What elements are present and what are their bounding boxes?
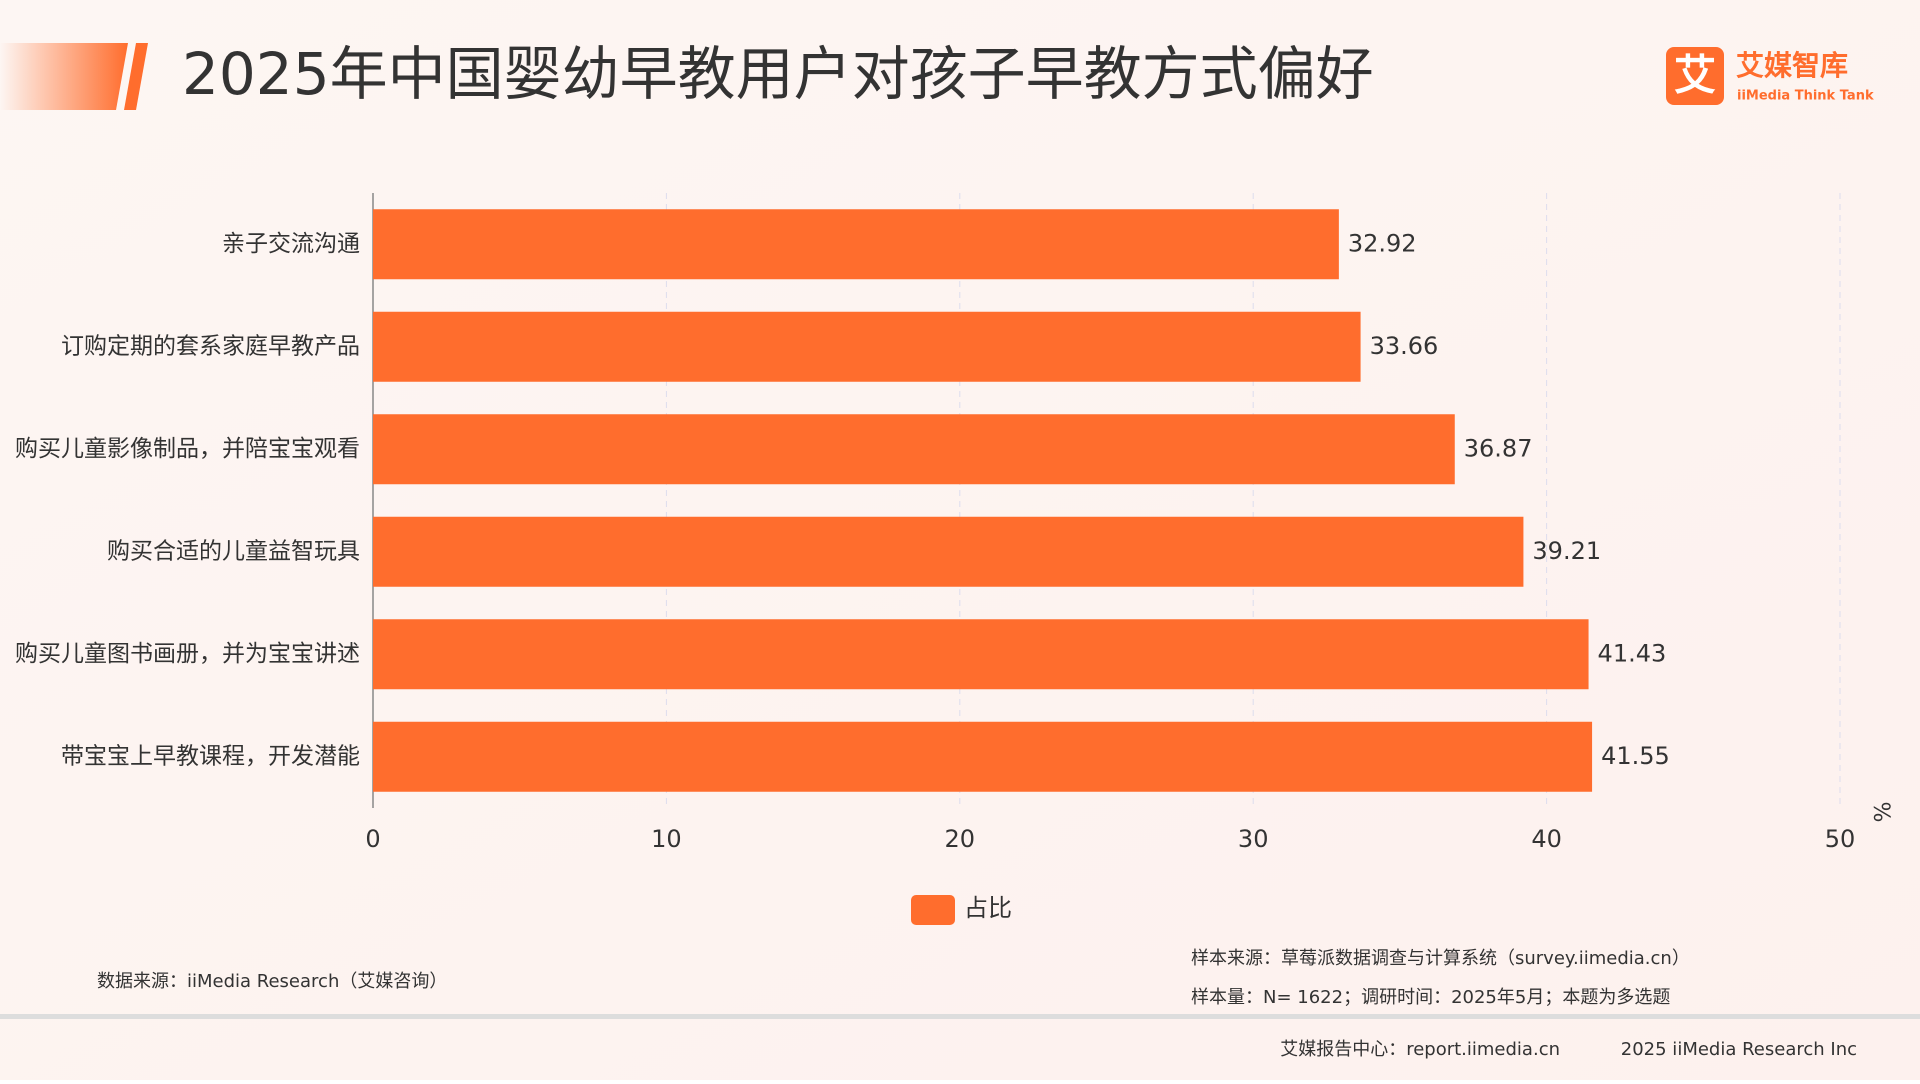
x-tick-label: 40 [1531,825,1562,853]
value-label: 41.43 [1598,639,1667,667]
y-tick-label: 购买合适的儿童益智玩具 [107,538,360,564]
bar [373,311,1361,382]
x-axis-label: % [1868,802,1893,823]
bar [373,414,1455,485]
sample-size: 样本量：N= 1622；调研时间：2025年5月；本题为多选题 [1191,987,1670,1008]
x-tick-label: 20 [945,825,976,853]
bar [373,516,1524,587]
y-tick-label: 购买儿童图书画册，并为宝宝讲述 [15,641,360,667]
bar [373,619,1589,690]
value-label: 33.66 [1370,332,1439,360]
bar [373,209,1339,280]
x-tick-label: 50 [1825,825,1856,853]
y-tick-label: 带宝宝上早教课程，开发潜能 [61,743,360,769]
sample-source: 样本来源：草莓派数据调查与计算系统（survey.iimedia.cn） [1191,948,1690,969]
y-tick-label: 订购定期的套系家庭早教产品 [61,333,360,359]
footer-copyright: 2025 iiMedia Research Inc [1621,1039,1857,1060]
x-tick-label: 30 [1238,825,1269,853]
chart-title: 2025年中国婴幼早教用户对孩子早教方式偏好 [182,40,1374,108]
logo-icon-box [1666,47,1724,105]
value-label: 36.87 [1464,434,1533,462]
title-decoration [0,43,128,110]
value-label: 39.21 [1532,537,1601,565]
logo-subtitle: iiMedia Think Tank [1737,89,1874,104]
y-tick-label: 亲子交流沟通 [222,231,360,257]
legend-label: 占比 [964,894,1012,922]
footer-center: 艾媒报告中心：report.iimedia.cn [1280,1039,1560,1060]
data-source: 数据来源：iiMedia Research（艾媒咨询） [97,971,447,992]
value-label: 41.55 [1601,742,1670,770]
logo-icon: 艾 [1674,51,1716,100]
logo-name: 艾媒智库 [1736,49,1848,82]
bar [373,721,1593,792]
x-tick-label: 10 [651,825,682,853]
footer-divider [0,1014,1920,1019]
legend-swatch [911,895,955,925]
y-tick-label: 购买儿童影像制品，并陪宝宝观看 [15,436,360,462]
value-label: 32.92 [1348,229,1417,257]
x-tick-label: 0 [365,825,380,853]
title-decoration [124,43,148,110]
